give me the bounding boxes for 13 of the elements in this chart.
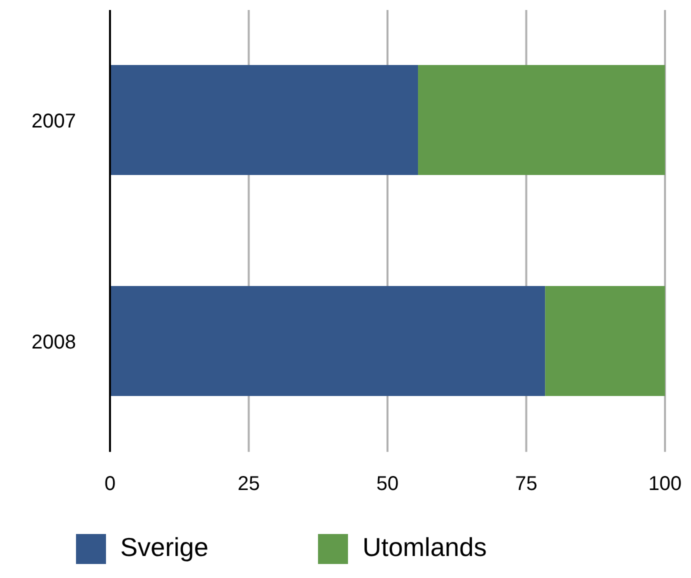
legend-label: Sverige <box>120 532 208 562</box>
x-tick-label: 50 <box>376 473 399 496</box>
bar <box>418 65 665 175</box>
x-tick-label: 0 <box>104 473 116 496</box>
bar <box>545 286 665 396</box>
legend-label: Utomlands <box>362 532 487 562</box>
x-tick-label: 100 <box>648 473 682 496</box>
y-tick-label: 2007 <box>32 110 76 133</box>
x-tick-label: 25 <box>238 473 260 496</box>
bar <box>110 286 546 396</box>
x-tick-label: 75 <box>515 473 538 496</box>
y-tick-label: 2008 <box>32 332 76 354</box>
bar <box>110 65 418 175</box>
